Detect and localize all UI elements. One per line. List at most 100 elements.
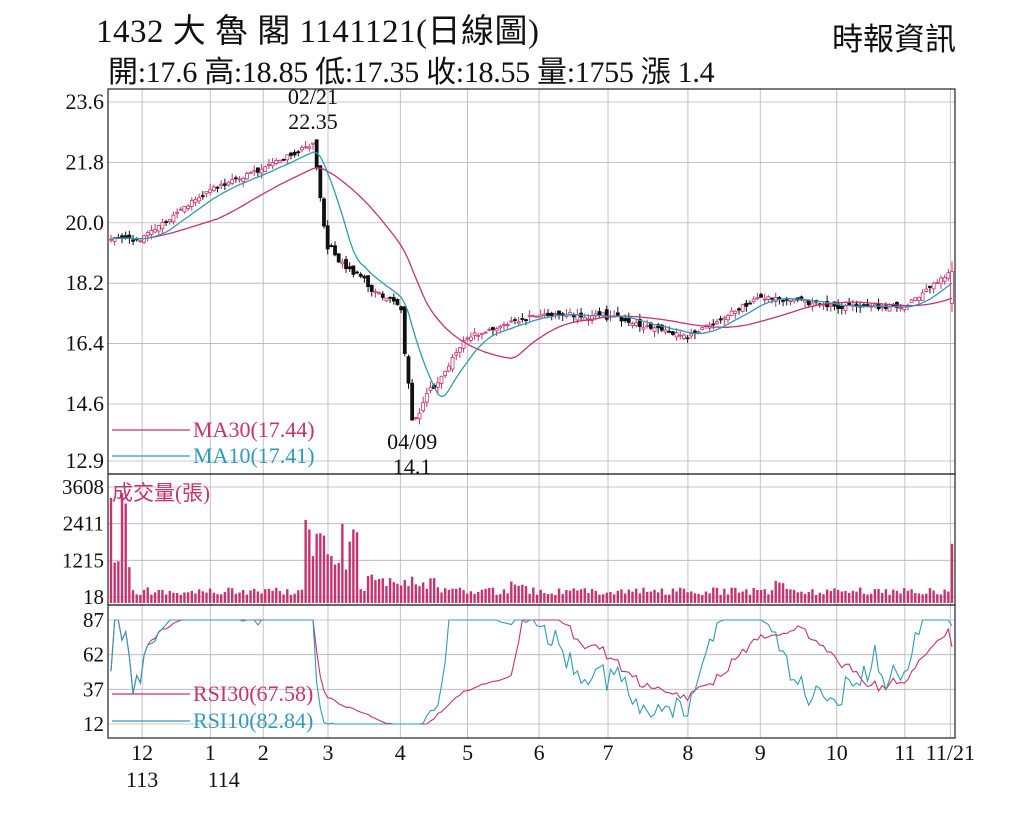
candle-body xyxy=(505,323,510,326)
volume-bar xyxy=(627,589,631,603)
candle-body xyxy=(112,237,117,242)
candle-body xyxy=(255,167,260,173)
candle-body xyxy=(200,195,205,198)
volume-bar xyxy=(513,584,517,603)
candle-body xyxy=(711,323,716,326)
volume-bar xyxy=(910,589,913,603)
candle-body xyxy=(355,271,359,274)
volume-bar xyxy=(807,592,810,603)
volume-bar xyxy=(701,594,704,603)
candle-body xyxy=(156,225,161,232)
ma10-line xyxy=(110,151,953,398)
volume-bar xyxy=(212,592,216,603)
candle-body xyxy=(604,309,609,320)
volume-bar xyxy=(374,580,377,603)
candle-body xyxy=(193,198,198,204)
volume-bar xyxy=(388,578,392,603)
candle-body xyxy=(689,333,694,337)
candle-body xyxy=(634,322,639,326)
rsi-tick-label: 12 xyxy=(83,712,104,736)
candle-body xyxy=(421,402,426,412)
candle-body xyxy=(164,221,168,223)
volume-bar xyxy=(311,556,315,603)
volume-bar xyxy=(410,576,414,603)
panel-frames xyxy=(107,88,956,739)
candle-body xyxy=(300,147,304,151)
candle-body xyxy=(726,315,730,321)
candle-body xyxy=(766,296,771,300)
volume-bar xyxy=(811,589,814,603)
volume-bar xyxy=(381,578,384,603)
volume-bar xyxy=(201,591,205,603)
volume-bar xyxy=(168,590,171,603)
volume-bar xyxy=(175,592,179,603)
candle-body xyxy=(454,352,459,356)
volume-bar xyxy=(682,588,686,603)
candle-body xyxy=(744,302,749,307)
candle-body xyxy=(762,298,767,301)
candle-body xyxy=(549,312,554,316)
candle-body xyxy=(931,282,936,290)
volume-bar xyxy=(730,587,733,603)
volume-bar xyxy=(348,541,351,603)
volume-bar xyxy=(488,588,491,603)
rsi-panel-frame xyxy=(107,604,956,739)
volume-bar xyxy=(858,587,862,603)
volume-bar xyxy=(458,587,462,603)
candle-body xyxy=(336,253,341,263)
volume-bar xyxy=(840,591,844,603)
candle-body xyxy=(388,296,393,299)
volume-bar xyxy=(598,594,601,603)
high-date-annotation: 02/21 xyxy=(288,84,338,109)
source-label: 時報資訊 xyxy=(832,22,956,57)
volume-bar xyxy=(866,594,869,603)
volume-bar xyxy=(653,589,656,603)
candle-body xyxy=(792,299,796,302)
volume-bar xyxy=(638,593,642,603)
candle-body xyxy=(942,277,947,282)
candle-body xyxy=(917,296,921,301)
candle-body xyxy=(880,306,885,309)
volume-bar xyxy=(836,589,840,603)
volume-bar xyxy=(737,592,741,603)
volume-bar xyxy=(936,594,939,603)
candle-body xyxy=(178,208,183,211)
volume-bar xyxy=(634,588,638,603)
candle-body xyxy=(241,177,246,182)
candle-body xyxy=(369,284,374,292)
volume-bar xyxy=(612,594,616,603)
volume-bar xyxy=(928,588,932,603)
volume-bar xyxy=(282,594,285,603)
candle-body xyxy=(211,186,216,191)
candle-body xyxy=(516,321,521,324)
volume-bar xyxy=(447,589,451,603)
volume-bar xyxy=(440,592,443,603)
volume-bar xyxy=(253,588,256,603)
volume-bar xyxy=(649,591,653,603)
candle-body xyxy=(377,292,381,295)
volume-bar xyxy=(921,594,924,603)
volume-bar xyxy=(197,589,201,603)
candle-body xyxy=(233,177,238,180)
volume-tick-label: 2411 xyxy=(63,512,104,536)
volume-bar xyxy=(565,590,568,603)
volume-bar xyxy=(583,588,586,603)
volume-bar xyxy=(506,593,509,603)
volume-bar xyxy=(190,590,193,603)
volume-bar xyxy=(932,590,935,603)
candle-body xyxy=(395,299,400,306)
volume-bar xyxy=(557,588,561,603)
candle-body xyxy=(340,261,345,265)
volume-bar xyxy=(943,589,946,603)
volume-bar xyxy=(543,593,546,603)
candle-body xyxy=(259,168,264,174)
volume-tick-label: 18 xyxy=(83,585,104,609)
candle-body xyxy=(237,178,242,181)
candle-body xyxy=(171,214,176,223)
candle-body xyxy=(799,296,804,301)
candle-body xyxy=(344,259,348,270)
volume-bar xyxy=(829,591,833,603)
candle-body xyxy=(325,225,330,250)
volume-bar xyxy=(297,590,300,603)
volume-bar xyxy=(645,591,649,603)
